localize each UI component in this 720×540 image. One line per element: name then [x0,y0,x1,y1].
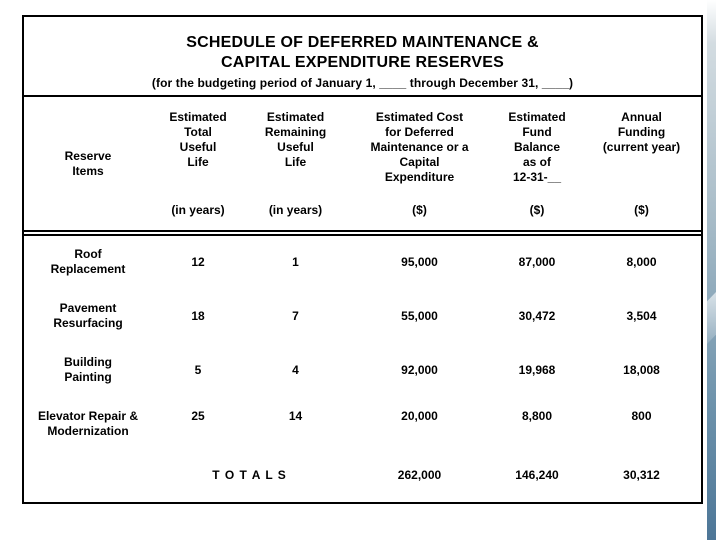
header-line: 12-31-__ [512,170,562,184]
cell-value: 5 [194,362,202,377]
cell-value: 18 [191,308,205,323]
reserve-item-line: Roof [74,247,102,261]
header-line: Maintenance or a [370,140,469,154]
title-block: SCHEDULE OF DEFERRED MAINTENANCE & CAPIT… [24,17,701,97]
accent-strip [707,0,716,540]
header-line: Expenditure [384,170,455,184]
column-header-lines: Estimated Total Useful Life [152,110,244,170]
header-line: Items [72,164,104,178]
reserve-item-line: Resurfacing [53,316,123,330]
table-row: Roof Replacement 12 1 95,000 87,000 8,000 [24,247,701,277]
header-line: Funding [617,125,666,139]
reserve-item-line: Building [64,355,112,369]
cell-value: 4 [292,362,299,377]
cell-value: 55,000 [401,308,438,323]
cell-value: 1 [292,254,299,269]
column-header-unit: ($) [529,203,545,217]
totals-value: 30,312 [623,468,660,482]
header-line: Life [284,155,307,169]
table-title-line1: SCHEDULE OF DEFERRED MAINTENANCE & [186,34,539,51]
column-header-lines: Estimated Fund Balance as of 12-31-__ [492,110,582,185]
cell-value: 7 [292,308,299,323]
column-header-estimated-fund-balance: Estimated Fund Balance as of 12-31-__ ($) [492,97,582,230]
budgeting-period-subtitle: (for the budgeting period of January 1, … [151,76,574,90]
reserve-item-line: Modernization [47,424,129,438]
column-header-lines: Annual Funding (current year) [582,110,701,155]
header-line: Reserve [64,149,112,163]
header-line: Estimated [169,110,227,124]
reserve-item-label: Roof Replacement [24,247,152,277]
header-line: Remaining [264,125,327,139]
reserve-item-line: Replacement [50,262,126,276]
header-line: as of [522,155,551,169]
totals-label: T O T A L S [212,468,287,482]
reserve-schedule-table: SCHEDULE OF DEFERRED MAINTENANCE & CAPIT… [22,15,703,504]
column-header-unit: ($) [412,203,427,217]
cell-value: 3,504 [626,308,657,323]
totals-value: 146,240 [515,468,559,482]
table-row: Building Painting 5 4 92,000 19,968 18,008 [24,355,701,385]
cell-value: 8,800 [521,409,553,423]
header-line: for Deferred [385,125,454,139]
header-line: Balance [513,140,561,154]
cell-value: 20,000 [401,409,438,423]
header-line: Useful [179,140,217,154]
cell-value: 800 [631,409,652,423]
header-line: (current year) [602,140,681,154]
column-header-unit: (in years) [171,203,225,217]
cell-value: 14 [288,409,303,423]
cell-value: 92,000 [401,362,438,377]
reserve-item-line: Elevator Repair & [37,409,139,423]
table-row: Elevator Repair & Modernization 25 14 20,000… [24,409,701,439]
header-line: Fund [522,125,552,139]
cell-value: 87,000 [518,254,556,269]
header-line: Capital [399,155,440,169]
cell-value: 19,968 [518,362,556,377]
column-header-estimated-remaining-useful-life: Estimated Remaining Useful Life (in years) [244,97,347,230]
header-line: Total [184,125,212,139]
reserve-item-label: Elevator Repair & Modernization [24,409,152,439]
reserve-item-label: Building Painting [24,355,152,385]
header-line: Estimated [266,110,325,124]
cell-value: 12 [191,254,205,269]
cell-value: 8,000 [626,254,657,269]
column-header-annual-funding: Annual Funding (current year) ($) [582,97,701,230]
cell-value: 30,472 [518,308,556,323]
column-header-estimated-cost: Estimated Cost for Deferred Maintenance or… [347,97,492,230]
column-header-lines: Estimated Remaining Useful Life [244,110,347,170]
table-body: Roof Replacement 12 1 95,000 87,000 8,000 Pavem… [24,247,701,483]
header-row: Reserve Items Estimated Total Useful Life (in … [24,97,701,236]
reserve-item-line: Pavement [59,301,117,315]
cell-value: 95,000 [401,254,438,269]
cell-value: 18,008 [623,362,660,377]
column-header-lines: Estimated Cost for Deferred Maintenance or… [347,110,492,185]
table-title-line2: CAPITAL EXPENDITURE RESERVES [221,54,504,71]
column-header-lines: Reserve Items [24,149,152,179]
header-line: Life [187,155,209,169]
totals-spacer [24,468,152,483]
header-line: Useful [277,140,314,154]
totals-value: 262,000 [397,468,442,482]
column-header-unit: ($) [634,203,649,217]
reserve-item-line: Painting [64,370,112,384]
reserve-item-label: Pavement Resurfacing [24,301,152,331]
header-line: Annual [621,110,662,124]
cell-value: 25 [191,409,205,423]
table-row: Pavement Resurfacing 18 7 55,000 30,472 3,504 [24,301,701,331]
header-line: Estimated Cost [375,110,464,124]
header-line: Estimated [508,110,566,124]
column-header-estimated-total-useful-life: Estimated Total Useful Life (in years) [152,97,244,230]
column-header-reserve-items: Reserve Items [24,97,152,230]
totals-row: T O T A L S 262,000 146,240 30,312 [24,468,701,483]
column-header-unit: (in years) [268,203,323,217]
